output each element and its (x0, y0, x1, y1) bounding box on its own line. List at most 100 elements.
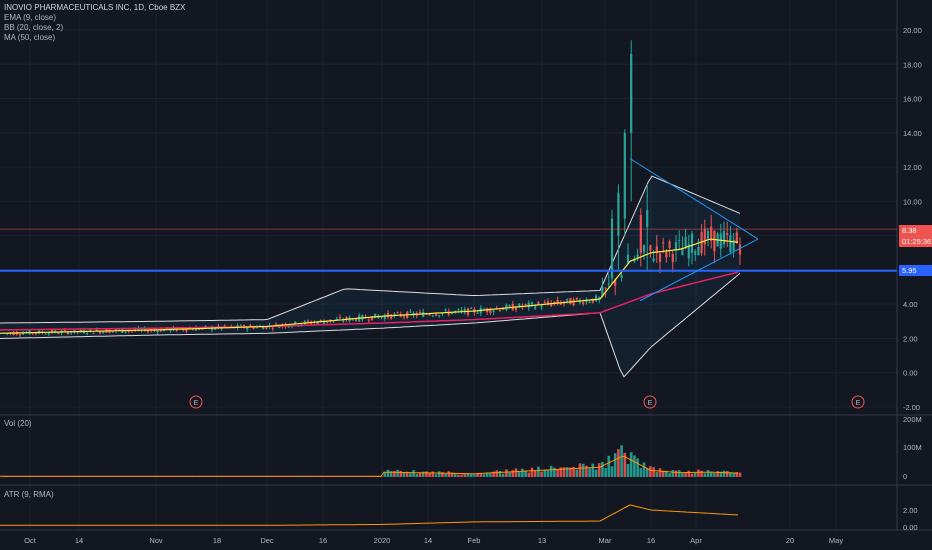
volume-bar (415, 473, 419, 477)
volume-pane-label[interactable]: Vol (20) (4, 419, 32, 428)
candle-body (460, 310, 463, 312)
candle-body (607, 283, 610, 285)
time-tick-label: 18 (213, 536, 221, 545)
candle-body (383, 315, 386, 320)
volume-bar (457, 474, 460, 477)
candle-body (575, 297, 578, 300)
volume-bar (409, 473, 412, 477)
volume-bar (441, 472, 444, 477)
atr-pane-label[interactable]: ATR (9, RMA) (4, 490, 54, 499)
candle-body (431, 315, 434, 317)
candle-body (642, 245, 646, 253)
volume-bar (674, 470, 678, 477)
candle-body (524, 303, 527, 305)
volume-bar (495, 470, 499, 477)
time-tick-label: 16 (319, 536, 327, 545)
candle-body (662, 242, 665, 244)
volume-bar (681, 473, 684, 477)
volume-bar (610, 466, 614, 477)
candle-body (710, 226, 713, 242)
candle-body (322, 321, 326, 324)
candle-body (671, 253, 674, 262)
price-tick-label: 16.00 (903, 95, 922, 104)
indicator-ema-label[interactable]: EMA (9, close) (4, 13, 57, 22)
indicator-ma-label[interactable]: MA (50, close) (4, 33, 56, 42)
candle-body (636, 254, 639, 259)
volume-bar (661, 470, 665, 477)
volume-bar (418, 472, 422, 477)
candle-body (508, 304, 511, 307)
volume-bar (591, 463, 595, 477)
volume-bar (655, 471, 659, 477)
level-price-tag: 5.95 (899, 265, 932, 276)
volume-bar (469, 474, 473, 477)
time-tick-label: 14 (75, 536, 83, 545)
candle-body (489, 308, 492, 313)
candle-body (518, 303, 521, 308)
candle-body (86, 333, 89, 335)
volume-bar (559, 467, 563, 477)
candle-body (450, 312, 454, 314)
volume-bar (412, 470, 415, 477)
candle-body (620, 275, 623, 279)
earnings-marker-icon (643, 395, 657, 409)
candle-body (342, 320, 345, 322)
candle-body (652, 258, 655, 262)
volume-bar (549, 465, 553, 477)
volume-bar (729, 472, 732, 477)
earnings-marker-label: E (647, 398, 652, 407)
atr-pane (0, 504, 739, 526)
volume-bar (444, 474, 447, 477)
candle-body (316, 321, 319, 325)
time-tick-label: Apr (690, 536, 702, 545)
volume-bar (671, 470, 675, 477)
indicator-bb-label[interactable]: BB (20, close, 2) (4, 23, 64, 32)
volume-bar (453, 473, 457, 477)
candle-body (639, 215, 642, 253)
candle-body (377, 316, 380, 319)
candle-body (249, 325, 252, 327)
trendline-drawings[interactable] (0, 158, 897, 302)
triangle-lower-trendline (639, 238, 759, 302)
time-tick-label: 2020 (374, 536, 391, 545)
candle-body (326, 321, 329, 323)
volume-bar (479, 472, 483, 477)
volume-bar (517, 471, 521, 477)
time-tick-label: 20 (786, 536, 794, 545)
time-tick-label: May (829, 536, 843, 545)
earnings-marker-label: E (193, 398, 198, 407)
volume-bar (527, 472, 531, 477)
atr-tick-label: 0.00 (903, 523, 918, 532)
candle-body (556, 299, 559, 304)
volume-bar (623, 452, 627, 477)
volume-bar (482, 474, 486, 477)
volume-bar (639, 468, 643, 477)
bb-lower-line (0, 272, 741, 378)
chart-title: INOVIO PHARMACEUTICALS INC, 1D, Cboe BZX (4, 3, 186, 12)
candle-body (306, 320, 310, 322)
candle-body (543, 302, 546, 304)
candle-body (98, 331, 102, 334)
candle-body (444, 309, 447, 311)
candle-body (735, 232, 738, 243)
candle-body (706, 231, 710, 239)
volume-bar (613, 453, 617, 477)
volume-bar (588, 468, 591, 477)
candle-body (425, 313, 428, 315)
candle-body (124, 331, 127, 333)
volume-bar (562, 467, 566, 477)
candle-body (690, 233, 694, 253)
candle-body (681, 248, 684, 256)
volume-bar (501, 473, 505, 477)
volume-bar (690, 473, 694, 477)
candle-body (214, 328, 217, 330)
candle-body (514, 307, 518, 310)
volume-bar (709, 471, 713, 477)
volume-bar (399, 470, 403, 477)
candle-body (44, 333, 47, 335)
volume-bar (565, 467, 569, 477)
ema-line (0, 238, 739, 334)
earnings-marker-label: E (855, 398, 860, 407)
candle-body (687, 244, 690, 259)
